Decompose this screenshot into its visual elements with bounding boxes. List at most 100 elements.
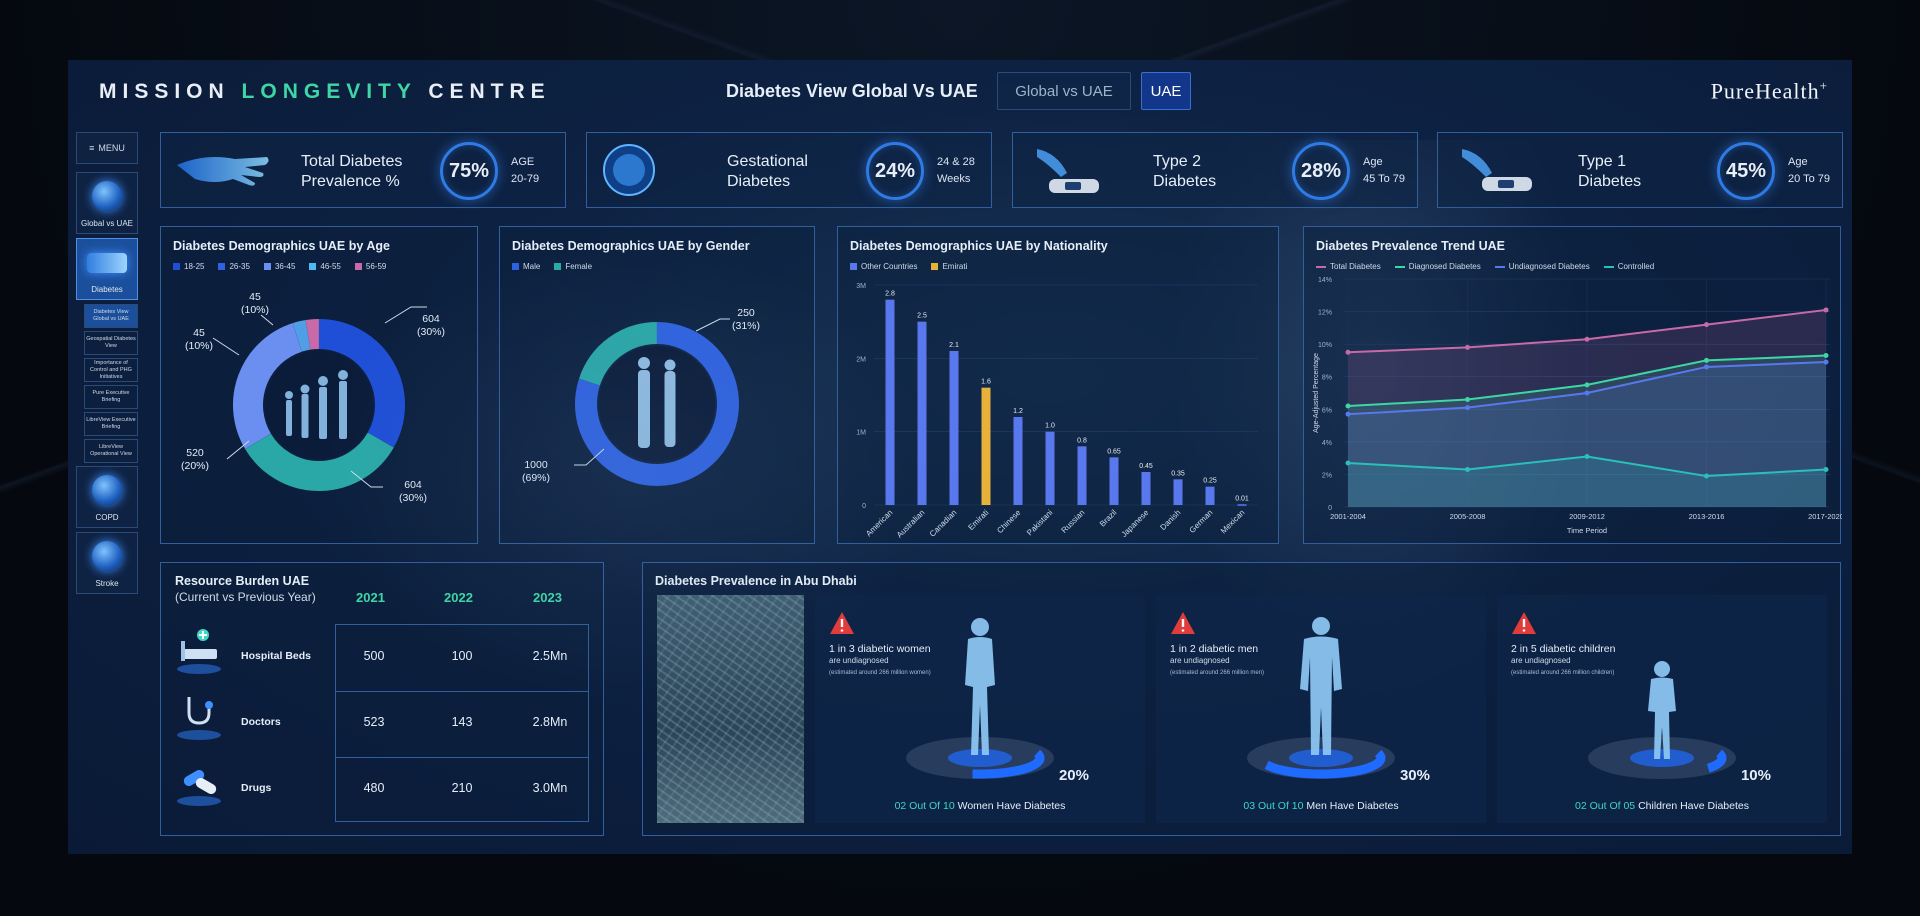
sub-pure-exec[interactable]: Pure Executive Briefing <box>84 385 138 409</box>
data-point[interactable] <box>1704 364 1709 370</box>
footer-count: 03 Out Of 10 <box>1243 800 1304 812</box>
purehealth-logo: PureHealth+ <box>1711 78 1828 104</box>
data-point[interactable] <box>1704 322 1709 328</box>
stat-subline: are undiagnosed <box>829 656 889 665</box>
menu-button[interactable]: ≡ MENU <box>76 132 138 164</box>
global-vs-uae-toggle[interactable]: Global vs UAE <box>997 72 1131 110</box>
data-point[interactable] <box>1823 307 1829 313</box>
data-point[interactable] <box>1704 473 1709 479</box>
legend-swatch <box>218 263 226 270</box>
bar-danish[interactable] <box>1173 479 1183 505</box>
data-point[interactable] <box>1584 390 1590 396</box>
data-point[interactable] <box>1584 336 1590 342</box>
sub-geospatial[interactable]: Geospatial Diabetes View <box>84 331 138 355</box>
bar-mexican[interactable] <box>1237 504 1247 506</box>
age-label-46-55: 45 (10%) <box>185 327 213 353</box>
nav-global-vs-uae[interactable]: Global vs UAE <box>76 172 138 234</box>
nav-stroke[interactable]: Stroke <box>76 532 138 594</box>
data-point[interactable] <box>1345 411 1351 417</box>
data-point[interactable] <box>1465 397 1470 403</box>
logo-text: PureHealth <box>1710 78 1820 104</box>
stat-headline: 1 in 3 diabetic women <box>829 643 931 655</box>
data-point[interactable] <box>1704 357 1709 363</box>
cell-doctors-2022: 143 <box>451 715 473 729</box>
legend-swatch <box>263 263 271 270</box>
legend-label: 26-35 <box>229 262 250 271</box>
bar-value-label: 1.0 <box>1045 423 1055 430</box>
sub-diabetes-view[interactable]: Diabetes View Global vs UAE <box>84 304 138 328</box>
bar-german[interactable] <box>1205 486 1215 505</box>
progress-platform <box>1247 737 1395 779</box>
data-point[interactable] <box>1584 454 1590 460</box>
bar-pakistani[interactable] <box>1045 431 1055 505</box>
legend-label: 36-45 <box>274 262 296 271</box>
stat-percent: 10% <box>1740 767 1771 784</box>
data-point[interactable] <box>1465 467 1470 473</box>
stat-text: 1 in 2 diabetic men are undiagnosed (est… <box>1170 643 1264 679</box>
stat-subline: are undiagnosed <box>1511 656 1571 665</box>
data-point[interactable] <box>1465 405 1470 411</box>
warning-icon <box>1512 612 1536 634</box>
uae-toggle[interactable]: UAE <box>1141 72 1191 110</box>
kpi-meta-1: Age <box>1363 156 1383 168</box>
pills-icon <box>177 770 221 806</box>
data-point[interactable] <box>1345 403 1351 409</box>
bar-brazil[interactable] <box>1109 457 1119 505</box>
legend-item: Other Countries <box>850 262 917 271</box>
globe-icon <box>92 181 122 211</box>
label-value: 45 <box>249 291 261 303</box>
nav-diabetes[interactable]: Diabetes <box>76 238 138 300</box>
donut-slice-36-45[interactable] <box>233 323 303 450</box>
bar-chinese[interactable] <box>1013 417 1023 505</box>
gender-label-male: 1000 (69%) <box>522 459 550 485</box>
y-tick-label: 8% <box>1322 375 1332 382</box>
kpi-name-line1: Type 1 <box>1578 153 1627 170</box>
sub-libreview-ops[interactable]: LibreView Operational View <box>84 439 138 463</box>
sub-libreview-exec[interactable]: LibreView Executive Briefing <box>84 412 138 436</box>
bar-emirati[interactable] <box>981 387 991 505</box>
data-point[interactable] <box>1584 382 1590 388</box>
bar-american[interactable] <box>885 299 895 505</box>
donut-slice-male[interactable] <box>575 322 739 486</box>
bar-value-label: 0.35 <box>1171 470 1185 477</box>
bar-canadian[interactable] <box>949 351 959 505</box>
nav-label: Global vs UAE <box>80 219 134 228</box>
progress-platform <box>906 737 1054 779</box>
men-card: 1 in 2 diabetic men are undiagnosed (est… <box>1156 595 1486 823</box>
data-point[interactable] <box>1823 353 1829 359</box>
legend-swatch <box>850 263 857 270</box>
donut-slice-female[interactable] <box>579 322 658 386</box>
nav-copd[interactable]: COPD <box>76 466 138 528</box>
donut-slice-46-55[interactable] <box>292 320 311 352</box>
kpi-card-type2[interactable]: Type 2 Diabetes 28% Age 45 To 79 <box>1012 132 1418 208</box>
data-point[interactable] <box>1465 344 1470 350</box>
bar-russian[interactable] <box>1077 446 1087 505</box>
kpi-card-gestational[interactable]: Gestational Diabetes 24% 24 & 28 Weeks <box>586 132 992 208</box>
donut-slice-18-25[interactable] <box>318 319 405 448</box>
kpi-card-type1[interactable]: Type 1 Diabetes 45% Age 20 To 79 <box>1437 132 1843 208</box>
legend-label: Controlled <box>1617 262 1655 271</box>
woman-body-figure <box>965 618 995 755</box>
city-aerial-image <box>657 595 804 823</box>
progress-arc <box>1706 749 1727 773</box>
data-point[interactable] <box>1823 467 1829 473</box>
data-point[interactable] <box>1823 359 1829 365</box>
bar-australian[interactable] <box>917 321 927 505</box>
cell-doctors-2021: 523 <box>363 715 385 729</box>
x-category-label: Japanese <box>1120 508 1151 539</box>
kpi-card-total[interactable]: Total Diabetes Prevalence % 75% AGE 20-79 <box>160 132 566 208</box>
data-point[interactable] <box>1345 349 1351 355</box>
resource-burden-panel: Resource Burden UAE (Current vs Previous… <box>160 562 604 836</box>
stat-note: (estimated around 266 million women) <box>829 670 931 676</box>
view-title: Diabetes View Global Vs UAE <box>726 81 978 101</box>
stat-note: (estimated around 266 million men) <box>1170 670 1265 676</box>
fetus-icon <box>603 144 655 196</box>
sub-importance[interactable]: Importance of Control and PHG Initiative… <box>84 358 138 382</box>
children-card: 2 in 5 diabetic children are undiagnosed… <box>1497 595 1827 823</box>
stat-footer: 02 Out Of 05 Children Have Diabetes <box>1497 800 1827 812</box>
panel-title: Diabetes Prevalence Trend UAE <box>1316 239 1505 253</box>
data-point[interactable] <box>1345 460 1351 466</box>
cell-drugs-2022: 210 <box>451 781 473 795</box>
bar-japanese[interactable] <box>1141 472 1151 505</box>
warning-icon <box>1171 612 1195 634</box>
